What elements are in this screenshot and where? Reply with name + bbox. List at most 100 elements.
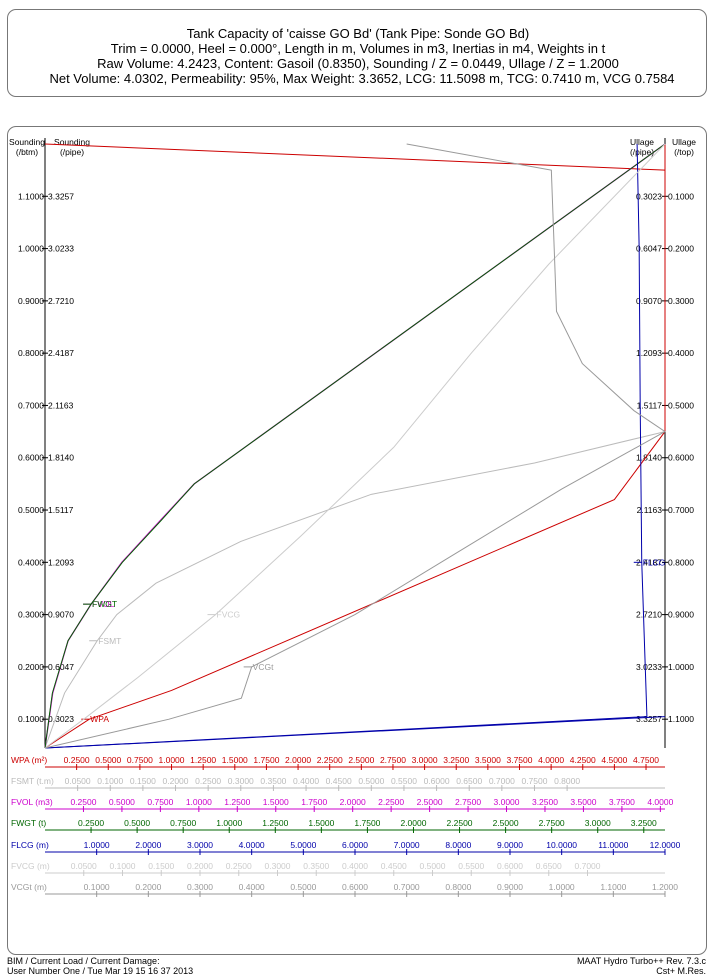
x-axis-vcgt-tick-label: 0.5000 <box>290 882 316 892</box>
x-axis-wpa-tick-label: 3.2500 <box>443 755 469 765</box>
x-axis-fwgt-tick-label: 2.5000 <box>493 818 519 828</box>
x-axis-vcgt-tick-label: 0.9000 <box>497 882 523 892</box>
x-axis-wpa-tick-label: 3.0000 <box>412 755 438 765</box>
x-axis-fwgt-tick-label: 1.0000 <box>216 818 242 828</box>
x-axis-fsmt-tick-label: 0.4000 <box>293 776 319 786</box>
x-axis-wpa-tick-label: 0.5000 <box>95 755 121 765</box>
x-axis-wpa-tick-label: 2.2500 <box>317 755 343 765</box>
right-axis-header-pipe-2: (/pipe) <box>630 147 654 157</box>
x-axis-fvol-tick-label: 0.7500 <box>147 797 173 807</box>
x-axis-fwgt-tick-label: 3.0000 <box>585 818 611 828</box>
y-tick-label-btm: 0.7000 <box>18 400 44 410</box>
series-fvol-label: FVOL <box>92 599 114 609</box>
x-axis-fwgt-tick-label: 0.2500 <box>78 818 104 828</box>
x-axis-fvcg-tick-label: 0.4000 <box>342 861 368 871</box>
y-tick-label-pipe: 0.9070 <box>48 610 74 620</box>
y-tick-label-ullage-pipe: 1.2093 <box>636 348 662 358</box>
y-tick-label-ullage-pipe: 2.1163 <box>637 505 663 515</box>
y-tick-label-pipe: 2.7210 <box>48 296 74 306</box>
x-axis-fvol-tick-label: 2.5000 <box>417 797 443 807</box>
x-axis-fsmt-tick-label: 0.3500 <box>260 776 286 786</box>
x-axis-fsmt-tick-label: 0.5000 <box>358 776 384 786</box>
x-axis-fvcg-tick-label: 0.6500 <box>536 861 562 871</box>
x-axis-flcg-tick-label: 8.0000 <box>445 840 471 850</box>
x-axis-fvol-tick-label: 3.2500 <box>532 797 558 807</box>
series-flcg-line <box>44 143 648 749</box>
series-wpa-label: WPA <box>90 714 109 724</box>
series-fsmt-label: FSMT <box>98 636 121 646</box>
x-axis-fvol-tick-label: 4.0000 <box>647 797 673 807</box>
x-axis-fvcg-tick-label: 0.4500 <box>381 861 407 871</box>
y-tick-label-pipe: 1.5117 <box>48 505 74 515</box>
x-axis-wpa-tick-label: 2.7500 <box>380 755 406 765</box>
x-axis-fvol-tick-label: 1.5000 <box>263 797 289 807</box>
y-tick-label-ullage-top: 0.9000 <box>668 610 694 620</box>
x-axis-vcgt-tick-label: 0.6000 <box>342 882 368 892</box>
series-flcg-label: FLCG <box>643 557 666 567</box>
x-axis-vcgt-title: VCGt (m) <box>11 882 47 892</box>
y-tick-label-ullage-top: 1.0000 <box>668 662 694 672</box>
y-tick-label-ullage-top: 0.7000 <box>668 505 694 515</box>
x-axis-flcg-tick-label: 6.0000 <box>342 840 368 850</box>
x-axis-fsmt-tick-label: 0.1000 <box>97 776 123 786</box>
x-axis-fwgt-tick-label: 2.7500 <box>539 818 565 828</box>
y-tick-label-btm: 0.9000 <box>18 296 44 306</box>
x-axis-flcg-tick-label: 10.0000 <box>546 840 577 850</box>
x-axis-fvol-tick-label: 1.0000 <box>186 797 212 807</box>
x-axis-fwgt-tick-label: 2.2500 <box>447 818 473 828</box>
y-tick-label-pipe: 1.8140 <box>48 453 74 463</box>
y-tick-label-pipe: 2.4187 <box>48 348 74 358</box>
x-axis-fvol-tick-label: 3.0000 <box>494 797 520 807</box>
y-tick-label-btm: 0.5000 <box>18 505 44 515</box>
y-tick-label-ullage-top: 0.8000 <box>668 557 694 567</box>
x-axis-fwgt-tick-label: 1.7500 <box>354 818 380 828</box>
right-axis-header-top-2: (/top) <box>674 147 694 157</box>
y-tick-label-ullage-top: 0.6000 <box>668 453 694 463</box>
x-axis-wpa-tick-label: 3.7500 <box>506 755 532 765</box>
x-axis-fsmt-tick-label: 0.8000 <box>554 776 580 786</box>
series-wpa-line <box>44 144 666 749</box>
x-axis-flcg-tick-label: 7.0000 <box>394 840 420 850</box>
y-tick-label-ullage-pipe: 3.3257 <box>636 714 662 724</box>
x-axis-fvcg-tick-label: 0.7000 <box>575 861 601 871</box>
x-axis-wpa-tick-label: 4.2500 <box>570 755 596 765</box>
x-axis-wpa-tick-label: 2.5000 <box>348 755 374 765</box>
x-axis-wpa-tick-label: 1.5000 <box>222 755 248 765</box>
y-tick-label-btm: 0.2000 <box>18 662 44 672</box>
y-tick-label-pipe: 2.1163 <box>48 400 74 410</box>
footer-left-1: BIM / Current Load / Current Damage: <box>7 956 160 966</box>
x-axis-fsmt-tick-label: 0.6000 <box>424 776 450 786</box>
y-tick-label-pipe: 0.6047 <box>48 662 74 672</box>
x-axis-fsmt-tick-label: 0.6500 <box>456 776 482 786</box>
x-axis-fsmt-tick-label: 0.7500 <box>521 776 547 786</box>
y-tick-label-ullage-top: 1.1000 <box>668 714 694 724</box>
x-axis-fwgt-tick-label: 0.7500 <box>170 818 196 828</box>
x-axis-fwgt-tick-label: 3.2500 <box>631 818 657 828</box>
x-axis-wpa-tick-label: 4.7500 <box>633 755 659 765</box>
x-axis-fvcg-tick-label: 0.5000 <box>420 861 446 871</box>
footer-left-2: User Number One / Tue Mar 19 15 16 37 20… <box>7 966 194 976</box>
x-axis-fvol-tick-label: 0.5000 <box>109 797 135 807</box>
y-tick-label-btm: 1.1000 <box>18 191 44 201</box>
x-axis-flcg-tick-label: 9.0000 <box>497 840 523 850</box>
x-axis-fvcg-tick-label: 0.1500 <box>148 861 174 871</box>
y-tick-label-btm: 0.4000 <box>18 557 44 567</box>
y-tick-label-ullage-pipe: 2.4187 <box>636 557 662 567</box>
x-axis-fvol-tick-label: 3.5000 <box>570 797 596 807</box>
y-tick-label-pipe: 3.3257 <box>48 191 74 201</box>
left-axis-header-btm-2: (/btm) <box>16 147 38 157</box>
y-tick-label-btm: 1.0000 <box>18 244 44 254</box>
x-axis-fsmt-tick-label: 0.2000 <box>163 776 189 786</box>
x-axis-fvol-tick-label: 1.7500 <box>301 797 327 807</box>
y-tick-label-pipe: 3.0233 <box>48 244 74 254</box>
y-tick-label-ullage-pipe: 2.7210 <box>636 610 662 620</box>
y-tick-label-ullage-pipe: 3.0233 <box>636 662 662 672</box>
right-axis-header-pipe-1: Ullage <box>630 137 654 147</box>
x-axis-fsmt-tick-label: 0.5500 <box>391 776 417 786</box>
x-axis-flcg-tick-label: 12.0000 <box>650 840 681 850</box>
x-axis-flcg-tick-label: 11.0000 <box>598 840 628 850</box>
x-axis-wpa-tick-label: 1.2500 <box>190 755 216 765</box>
x-axis-wpa-tick-label: 4.0000 <box>538 755 564 765</box>
header-line-2: Trim = 0.0000, Heel = 0.000°, Length in … <box>110 41 606 56</box>
x-axis-fsmt-tick-label: 0.0500 <box>65 776 91 786</box>
